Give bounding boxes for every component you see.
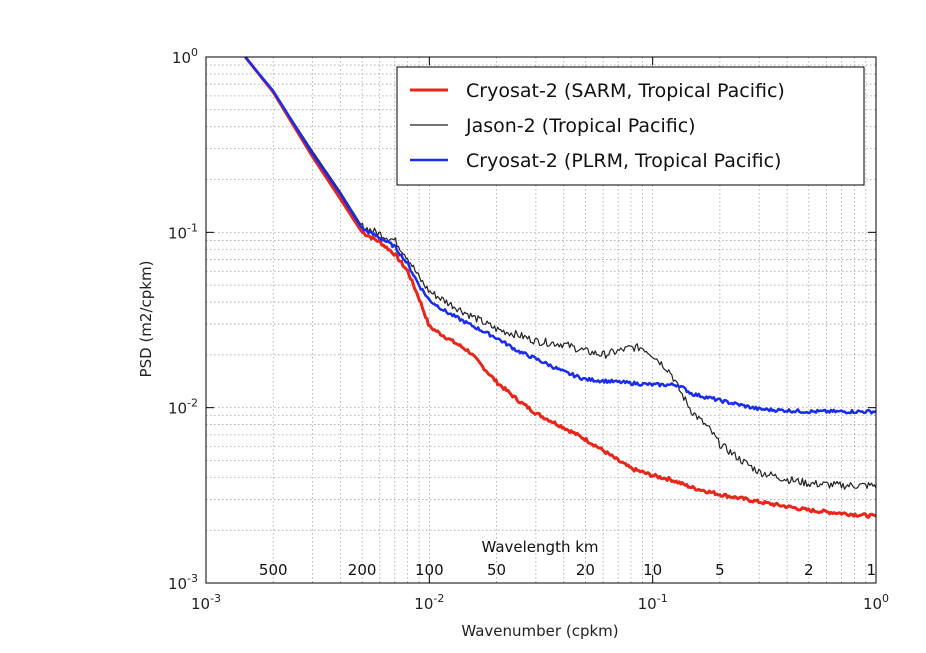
legend-label-3: Cryosat-2 (PLRM, Tropical Pacific) (466, 150, 781, 172)
x-axis-label: Wavenumber (cpkm) (461, 622, 618, 640)
x-tick-label: 100 (863, 592, 889, 613)
y-tick-label: 10-3 (168, 572, 198, 593)
plot-area (205, 56, 877, 584)
y-tick-label: 10-1 (168, 221, 198, 242)
y-tick-label: 100 (172, 46, 198, 67)
wavelength-tick-label: 10 (643, 561, 662, 579)
wavelength-tick-label: 2 (804, 561, 814, 579)
wavelength-tick-label: 5 (715, 561, 725, 579)
y-tick-label: 10-2 (168, 397, 198, 418)
x-tick-label: 10-3 (191, 592, 221, 613)
wavelength-axis-label: Wavelength km (481, 538, 598, 556)
x-tick-label: 10-1 (638, 592, 668, 613)
legend-box (396, 66, 865, 186)
legend: Cryosat-2 (SARM, Tropical Pacific) Jason-… (396, 66, 865, 186)
wavelength-tick-label: 50 (487, 561, 506, 579)
wavelength-tick-label: 1 (866, 561, 876, 579)
legend-label-2: Jason-2 (Tropical Pacific) (465, 115, 696, 137)
wavelength-tick-label: 100 (415, 561, 444, 579)
legend-label-1: Cryosat-2 (SARM, Tropical Pacific) (466, 80, 785, 102)
wavelength-tick-label: 20 (576, 561, 595, 579)
plot-frame (205, 56, 877, 584)
wavelength-tick-label: 200 (348, 561, 377, 579)
series-line-1 (244, 56, 877, 519)
series-line-3 (244, 56, 877, 415)
wavelength-axis: Wavelength km 500 200 100 50 20 10 5 2 1 (259, 538, 876, 579)
y-axis-label: PSD (m2/cpkm) (137, 261, 155, 378)
wavelength-tick-label: 500 (259, 561, 288, 579)
series-layer (244, 56, 877, 519)
x-tick-label: 10-2 (414, 592, 444, 613)
